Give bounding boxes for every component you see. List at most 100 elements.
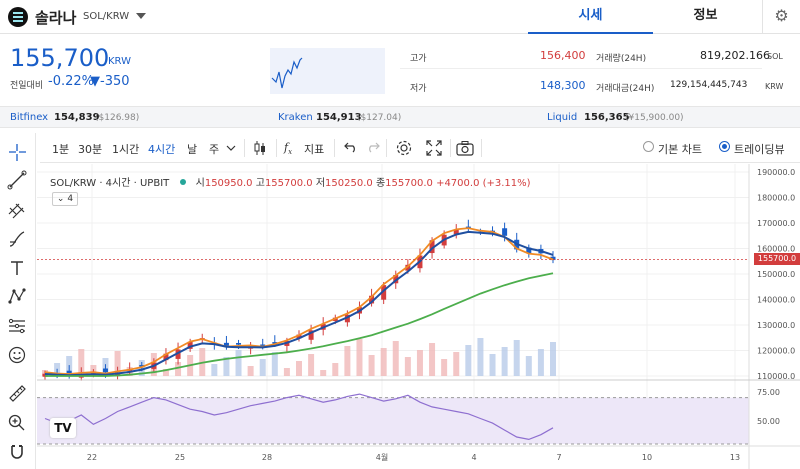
indicators-fx-icon[interactable]: fx <box>284 141 293 157</box>
time-tick-label: 4월 <box>376 452 388 462</box>
exchange-name[interactable]: Bitfinex <box>10 112 49 123</box>
volume-bar <box>344 346 351 376</box>
chart-legend: SOL/KRW · 4시간 · UPBIT 시150950.0 고155700.… <box>50 174 531 189</box>
candle-style-icon[interactable] <box>252 139 268 157</box>
indicators-button[interactable]: 지표 <box>304 143 325 156</box>
price-chart[interactable]: 190000.0 180000.0 170000.0 160000.0 150000.0… <box>37 164 800 469</box>
solana-logo-icon <box>8 7 28 27</box>
candle-body <box>236 343 242 345</box>
tab-quote[interactable]: 시세 <box>528 0 653 34</box>
candle-body <box>139 365 145 367</box>
interval-1h[interactable]: 1시간 <box>112 143 140 156</box>
volume-bar <box>271 352 278 376</box>
price-tick-label: 170000.0 <box>757 219 795 228</box>
legend-o-label: 시 <box>195 178 205 189</box>
interval-week[interactable]: 주 <box>209 143 220 156</box>
text-tool-icon[interactable] <box>7 258 27 278</box>
trend-line-icon[interactable] <box>7 170 27 190</box>
volume-bar <box>441 359 448 376</box>
collapse-count: 4 <box>67 194 74 204</box>
change-amount: ▼-350 <box>90 74 130 89</box>
header-bar: 솔라나 SOL/KRW 시세 정보 ⚙ <box>0 0 800 34</box>
candle-body <box>296 334 302 339</box>
rsi-line <box>44 393 554 441</box>
emoji-icon[interactable] <box>7 345 27 365</box>
volume-bar <box>465 345 472 376</box>
rsi-tick-label: 50.00 <box>757 417 780 426</box>
prediction-icon[interactable] <box>7 316 27 336</box>
price-tick-label: 150000.0 <box>757 270 795 279</box>
candle-body <box>175 349 181 359</box>
volume-bar <box>416 350 423 376</box>
fullscreen-icon[interactable] <box>426 140 442 156</box>
coin-dropdown-icon[interactable] <box>136 13 146 19</box>
price-tick-label: 190000.0 <box>757 168 795 177</box>
volume-bar <box>429 343 436 376</box>
volume-bar <box>211 364 218 376</box>
sparkline <box>271 57 303 89</box>
brush-icon[interactable] <box>7 229 27 249</box>
candle-body <box>223 342 229 347</box>
collapse-indicators-button[interactable]: ⌄ 4 <box>52 192 78 206</box>
candle-body <box>369 295 375 304</box>
undo-icon[interactable] <box>344 141 358 153</box>
rsi-band <box>37 397 749 444</box>
basic-chart-label[interactable]: 기본 차트 <box>658 143 702 156</box>
pattern-icon[interactable] <box>7 286 27 306</box>
low-label: 저가 <box>410 84 427 94</box>
chart-settings-icon[interactable] <box>395 139 413 157</box>
legend-o: 150950.0 <box>204 178 253 189</box>
zoom-in-icon[interactable] <box>7 413 27 433</box>
candle-body <box>272 342 278 344</box>
volume-bar <box>368 355 375 376</box>
interval-4h[interactable]: 4시간 <box>148 143 176 156</box>
camera-icon[interactable] <box>456 140 474 156</box>
legend-change: +4700.0 (+3.11%) <box>436 178 531 189</box>
volume-bar <box>78 349 85 376</box>
low-value: 148,300 <box>540 79 586 92</box>
volume-bar <box>501 347 508 376</box>
interval-1m[interactable]: 1분 <box>52 143 70 156</box>
divider <box>400 68 762 69</box>
exchange-name[interactable]: Liquid <box>547 112 578 123</box>
volume-bar <box>392 341 399 376</box>
exchange-jpy: (¥15,900.00) <box>625 113 684 123</box>
volume-bar <box>247 366 254 376</box>
candle-body <box>502 228 508 236</box>
price-tick-label: 180000.0 <box>757 194 795 203</box>
volume-bar <box>477 338 484 376</box>
redo-icon[interactable] <box>366 141 380 153</box>
settings-gear-icon[interactable]: ⚙ <box>762 0 800 34</box>
tab-info[interactable]: 정보 <box>693 8 718 23</box>
basic-chart-radio[interactable] <box>643 141 654 152</box>
volume-bar <box>235 350 242 376</box>
interval-day[interactable]: 날 <box>187 143 198 156</box>
interval-dropdown-icon[interactable] <box>226 145 236 153</box>
amount-unit: KRW <box>765 82 784 91</box>
legend-c: 155700.0 <box>385 178 433 189</box>
volume-bar <box>175 362 182 376</box>
time-tick-label: 28 <box>262 453 272 462</box>
exchange-name[interactable]: Kraken <box>278 112 313 123</box>
candle-body <box>260 344 266 347</box>
candle-body <box>429 240 435 254</box>
volume-value: 819,202.166 <box>700 49 770 62</box>
tradingview-logo: TV <box>50 418 76 438</box>
current-price-tag: 155700.0 <box>754 253 800 265</box>
volume-label: 거래량(24H) <box>596 54 647 64</box>
magnet-icon[interactable] <box>7 442 27 462</box>
ma-slow-line <box>45 272 554 377</box>
market-status-dot <box>180 179 187 185</box>
crosshair-icon[interactable] <box>7 142 27 162</box>
ruler-icon[interactable] <box>7 383 27 403</box>
moving-averages <box>44 227 554 377</box>
volume-bar <box>114 351 121 376</box>
fib-tool-icon[interactable] <box>7 200 27 220</box>
tradingview-label[interactable]: 트레이딩뷰 <box>734 143 785 156</box>
interval-30m[interactable]: 30분 <box>78 143 103 156</box>
time-tick-label: 13 <box>730 453 740 462</box>
tradingview-radio[interactable] <box>719 141 730 152</box>
volume-bar <box>332 363 339 376</box>
price-tick-label: 130000.0 <box>757 321 795 330</box>
